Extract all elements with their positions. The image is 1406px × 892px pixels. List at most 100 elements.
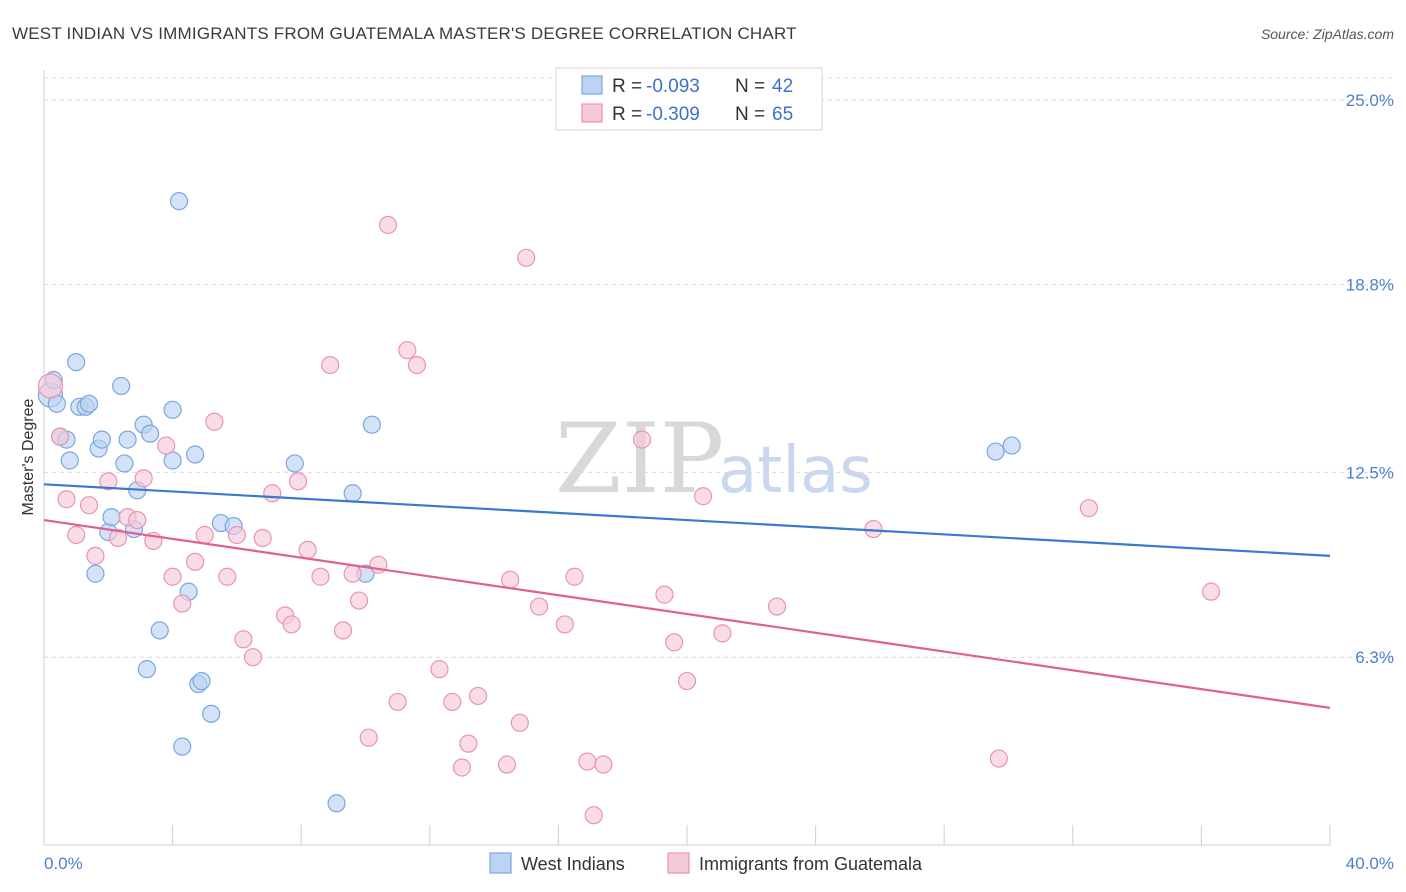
bottom-legend-swatch-west-indians bbox=[489, 852, 512, 874]
data-point bbox=[1201, 582, 1221, 601]
data-point bbox=[108, 528, 128, 548]
data-point bbox=[388, 692, 407, 712]
data-point bbox=[205, 412, 224, 431]
data-point bbox=[655, 585, 674, 604]
data-point bbox=[195, 525, 214, 545]
data-point bbox=[510, 713, 529, 732]
data-point bbox=[362, 415, 382, 434]
data-point bbox=[298, 540, 317, 560]
data-point bbox=[86, 546, 105, 565]
stats-legend: R = -0.093 N = 42 R = -0.309 N = 65 bbox=[555, 67, 823, 131]
data-point bbox=[501, 570, 520, 589]
legend-row2-r-value: -0.309 bbox=[646, 104, 700, 125]
data-point bbox=[67, 353, 86, 372]
data-point bbox=[157, 436, 176, 455]
data-point bbox=[285, 454, 304, 473]
data-point bbox=[57, 490, 76, 509]
data-point bbox=[359, 728, 378, 747]
bottom-legend-label-guatemala: Immigrants from Guatemala bbox=[699, 854, 923, 874]
data-point bbox=[665, 633, 684, 652]
data-point bbox=[282, 615, 301, 634]
data-point bbox=[459, 734, 478, 753]
data-point bbox=[343, 484, 362, 503]
data-point bbox=[173, 737, 192, 756]
data-point bbox=[163, 400, 182, 419]
legend-row2-n-value: 65 bbox=[772, 104, 793, 125]
data-point bbox=[565, 567, 584, 586]
legend-swatch-guatemala bbox=[581, 103, 603, 123]
watermark-atlas: atlas bbox=[718, 434, 873, 508]
data-point bbox=[115, 454, 134, 473]
data-point bbox=[99, 472, 118, 491]
data-point bbox=[137, 660, 156, 679]
data-point bbox=[234, 630, 253, 649]
y-tick-label: 6.3% bbox=[1355, 648, 1394, 667]
data-point bbox=[227, 525, 246, 545]
data-point bbox=[578, 752, 597, 771]
data-point bbox=[163, 567, 182, 586]
legend-row1-r-label: R = bbox=[612, 76, 642, 97]
legend-row2-n-label: N = bbox=[735, 104, 765, 125]
data-point bbox=[452, 758, 472, 777]
data-point bbox=[1079, 499, 1098, 518]
data-point bbox=[321, 355, 340, 375]
data-point bbox=[169, 192, 189, 211]
data-point bbox=[37, 373, 64, 399]
series-legend: West Indians Immigrants from Guatemala bbox=[489, 852, 923, 874]
data-point bbox=[693, 487, 713, 506]
data-point bbox=[530, 597, 549, 616]
data-point bbox=[186, 552, 205, 571]
x-tick-label-min: 0.0% bbox=[44, 854, 83, 873]
legend-swatch-west-indians bbox=[581, 75, 603, 95]
data-point bbox=[118, 430, 137, 449]
scatter-series bbox=[37, 192, 1331, 825]
series-guatemala bbox=[37, 215, 1221, 825]
data-point bbox=[989, 749, 1008, 768]
data-point bbox=[60, 451, 79, 470]
data-point bbox=[430, 660, 449, 679]
data-point bbox=[86, 564, 105, 583]
data-point bbox=[443, 692, 462, 712]
bottom-legend-swatch-guatemala bbox=[667, 852, 690, 874]
data-point bbox=[343, 564, 362, 583]
data-point bbox=[713, 624, 732, 643]
gridlines bbox=[44, 77, 1394, 658]
data-point bbox=[173, 594, 192, 613]
data-point bbox=[202, 704, 221, 723]
data-point bbox=[555, 615, 574, 634]
data-point bbox=[349, 591, 369, 610]
data-point bbox=[218, 567, 237, 586]
data-point bbox=[253, 528, 272, 548]
data-point bbox=[1002, 436, 1021, 455]
data-point bbox=[112, 376, 131, 396]
watermark: ZIP atlas bbox=[555, 403, 873, 515]
trend-line-guatemala bbox=[43, 519, 1331, 709]
data-point bbox=[632, 430, 652, 449]
data-point bbox=[327, 794, 346, 813]
data-point bbox=[140, 424, 160, 443]
data-point bbox=[92, 430, 111, 449]
legend-row2-r-label: R = bbox=[612, 104, 642, 125]
data-point bbox=[517, 248, 536, 267]
data-point bbox=[378, 215, 398, 235]
bottom-legend-label-west-indians: West Indians bbox=[521, 854, 625, 874]
data-point bbox=[497, 755, 517, 774]
data-point bbox=[398, 341, 417, 360]
data-point bbox=[128, 510, 147, 530]
legend-row1-n-value: 42 bbox=[772, 76, 793, 97]
y-axis-label: Master's Degree bbox=[20, 398, 37, 515]
data-point bbox=[50, 427, 70, 446]
y-tick-label: 18.8% bbox=[1346, 276, 1394, 295]
trend-line-west-indians bbox=[43, 483, 1331, 557]
data-point bbox=[594, 755, 613, 774]
data-point bbox=[79, 394, 99, 413]
data-point bbox=[243, 648, 263, 667]
x-tick-label-max: 40.0% bbox=[1346, 854, 1394, 873]
data-point bbox=[67, 525, 86, 545]
data-point bbox=[186, 445, 205, 464]
y-tick-labels: 6.3% 12.5% 18.8% 25.0% bbox=[1346, 91, 1394, 667]
chart-title: WEST INDIAN VS IMMIGRANTS FROM GUATEMALA… bbox=[12, 24, 797, 43]
data-point bbox=[767, 597, 787, 616]
y-tick-label: 25.0% bbox=[1346, 91, 1394, 110]
